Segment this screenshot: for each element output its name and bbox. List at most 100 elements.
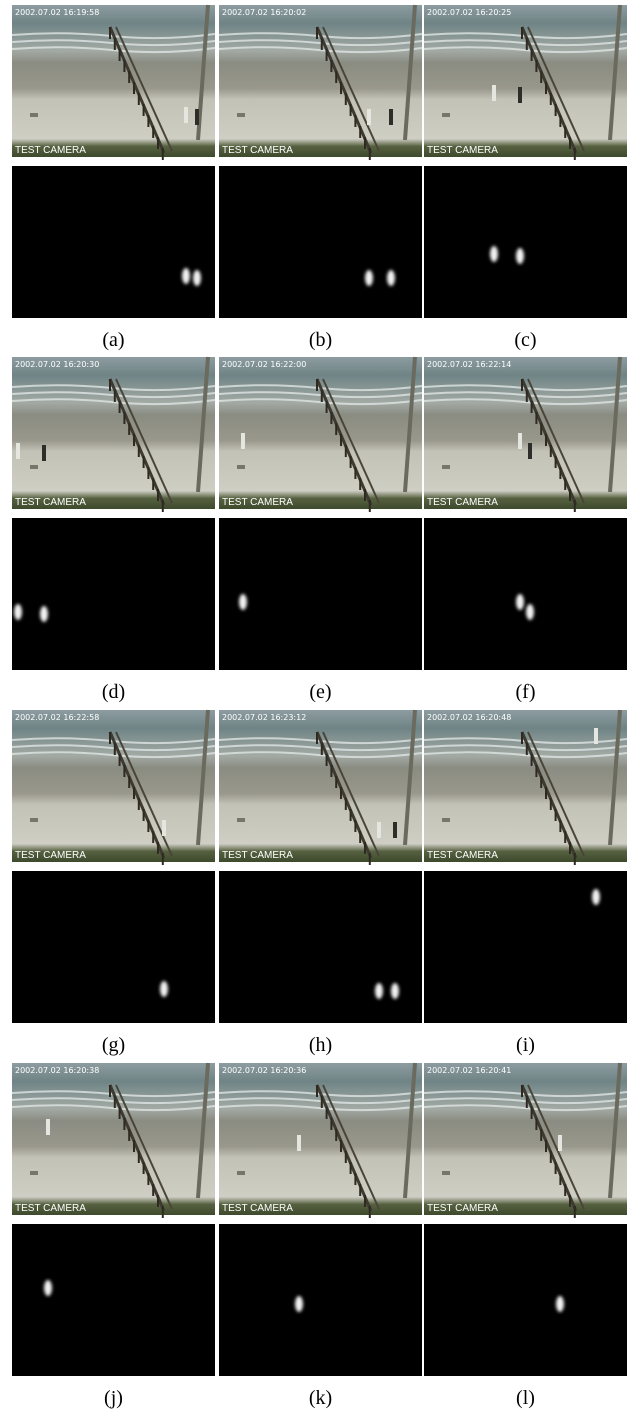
rock (442, 1171, 450, 1175)
rock (237, 1171, 245, 1175)
detection-mask (219, 166, 422, 318)
person (389, 109, 393, 125)
person (241, 433, 245, 449)
mask-blob (239, 594, 247, 610)
rock (237, 818, 245, 822)
mask-blob (365, 270, 373, 286)
camera-label: TEST CAMERA (222, 1203, 293, 1214)
mask-background (424, 518, 627, 670)
panel-caption: (b) (309, 329, 332, 351)
camera-frame: 2002.07.02 16:20:02 TEST CAMERA (219, 5, 422, 160)
figure: 2002.07.02 16:19:58TEST CAMERA(a)2002.07… (0, 0, 631, 1414)
person (162, 820, 166, 836)
panel-caption: (e) (309, 681, 331, 703)
detection-mask (424, 166, 627, 318)
panel-caption: (l) (516, 1387, 535, 1409)
rock (30, 1171, 38, 1175)
panel-caption: (h) (309, 1034, 332, 1056)
detection-mask (12, 166, 215, 318)
mask-blob (44, 1280, 52, 1296)
mask-blob (592, 889, 600, 905)
camera-label: TEST CAMERA (222, 145, 293, 156)
panel-caption: (g) (102, 1034, 125, 1056)
person (42, 445, 46, 461)
mask-blob (182, 268, 190, 284)
camera-frame: 2002.07.02 16:22:58TEST CAMERA (12, 710, 215, 865)
camera-label: TEST CAMERA (427, 497, 498, 508)
detection-mask (219, 871, 422, 1023)
detection-mask (12, 871, 215, 1023)
mask-background (12, 871, 215, 1023)
mask-background (219, 166, 422, 318)
person (46, 1119, 50, 1135)
scene-background (219, 710, 422, 862)
mask-blob (490, 246, 498, 262)
scene-background (424, 5, 627, 157)
person (594, 728, 598, 744)
panel-caption: (d) (102, 681, 125, 703)
rock (442, 818, 450, 822)
timestamp: 2002.07.02 16:20:30 (15, 360, 99, 369)
camera-label: TEST CAMERA (427, 145, 498, 156)
scene-background (12, 5, 215, 157)
mask-background (219, 871, 422, 1023)
camera-frame: 2002.07.02 16:23:12TEST CAMERA (219, 710, 422, 865)
mask-background (12, 518, 215, 670)
camera-label: TEST CAMERA (222, 497, 293, 508)
panel-caption: (c) (514, 329, 536, 351)
rock (30, 818, 38, 822)
timestamp: 2002.07.02 16:19:58 (15, 8, 99, 17)
mask-blob (516, 248, 524, 264)
scene-background (219, 357, 422, 509)
mask-background (219, 518, 422, 670)
camera-frame: 2002.07.02 16:20:36 TEST CAMERA (219, 1063, 422, 1218)
camera-frame: 2002.07.02 16:22:00 TEST CAMERA (219, 357, 422, 512)
rock (30, 465, 38, 469)
timestamp: 2002.07.02 16:22:00 (222, 360, 306, 369)
rock (442, 113, 450, 117)
mask-background (12, 166, 215, 318)
timestamp: 2002.07.02 16:20:48 (427, 713, 511, 722)
rock (237, 465, 245, 469)
camera-label: TEST CAMERA (15, 850, 86, 861)
mask-background (12, 1224, 215, 1376)
camera-frame: 2002.07.02 16:20:41TEST CAMERA (424, 1063, 627, 1218)
rock (442, 465, 450, 469)
person (528, 443, 532, 459)
mask-blob (516, 594, 524, 610)
person (492, 85, 496, 101)
timestamp: 2002.07.02 16:20:36 (222, 1066, 306, 1075)
detection-mask (424, 871, 627, 1023)
camera-label: TEST CAMERA (427, 1203, 498, 1214)
mask-blob (387, 270, 395, 286)
panel-caption: (i) (516, 1034, 535, 1056)
timestamp: 2002.07.02 16:20:02 (222, 8, 306, 17)
timestamp: 2002.07.02 16:20:38 (15, 1066, 99, 1075)
camera-frame: 2002.07.02 16:20:48TEST CAMERA (424, 710, 627, 865)
rock (237, 113, 245, 117)
scene-background (219, 1063, 422, 1215)
mask-background (424, 1224, 627, 1376)
person (558, 1135, 562, 1151)
person (16, 443, 20, 459)
mask-blob (556, 1296, 564, 1312)
mask-background (424, 166, 627, 318)
person (518, 433, 522, 449)
person (184, 107, 188, 123)
mask-blob (375, 983, 383, 999)
person (518, 87, 522, 103)
scene-background (219, 5, 422, 157)
detection-mask (12, 1224, 215, 1376)
mask-background (219, 1224, 422, 1376)
detection-mask (424, 518, 627, 670)
panel-caption: (a) (102, 329, 124, 351)
camera-label: TEST CAMERA (15, 145, 86, 156)
camera-label: TEST CAMERA (222, 850, 293, 861)
scene-background (12, 357, 215, 509)
mask-blob (391, 983, 399, 999)
timestamp: 2002.07.02 16:22:14 (427, 360, 511, 369)
camera-frame: 2002.07.02 16:19:58 TEST CAMERA (12, 5, 215, 160)
mask-blob (295, 1296, 303, 1312)
panel-caption: (k) (309, 1387, 332, 1409)
